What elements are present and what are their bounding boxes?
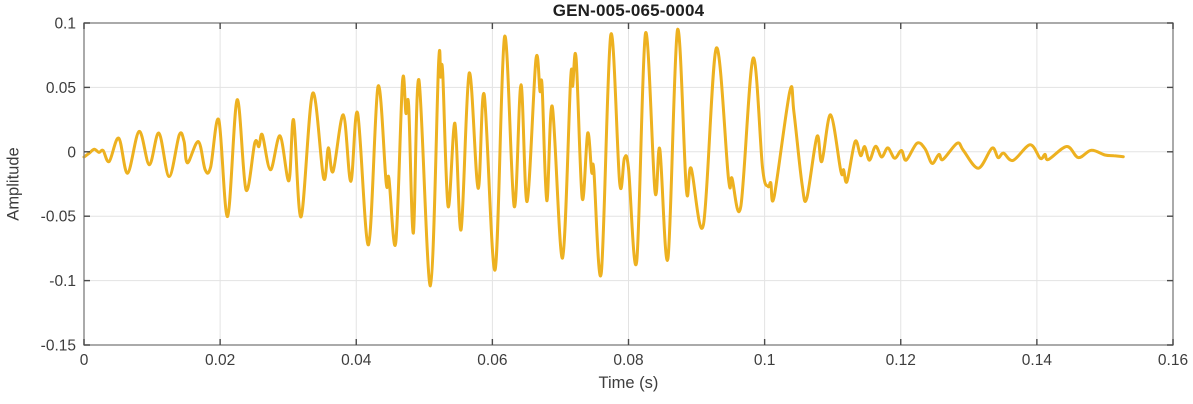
y-tick-label: 0.05 bbox=[46, 80, 76, 97]
x-tick-label: 0 bbox=[80, 352, 89, 369]
waveform-path bbox=[82, 28, 1125, 288]
x-tick-label: 0.16 bbox=[1158, 352, 1188, 369]
x-tick-label: 0.08 bbox=[613, 352, 643, 369]
x-tick-label: 0.02 bbox=[205, 352, 235, 369]
y-tick-label: -0.15 bbox=[41, 338, 76, 355]
y-tick-label: 0 bbox=[67, 144, 76, 161]
x-tick-label: 0.12 bbox=[886, 352, 916, 369]
x-axis-label: Time (s) bbox=[598, 374, 659, 392]
x-tick-label: 0.04 bbox=[341, 352, 372, 369]
y-tick-label: 0.1 bbox=[54, 16, 76, 33]
x-tick-label: 0.1 bbox=[754, 352, 776, 369]
chart-title: GEN-005-065-0004 bbox=[552, 1, 705, 20]
x-tick-label: 0.14 bbox=[1022, 352, 1053, 369]
y-tick-label: -0.05 bbox=[41, 209, 76, 226]
x-tick-label: 0.06 bbox=[477, 352, 507, 369]
y-tick-label: -0.1 bbox=[49, 273, 76, 290]
